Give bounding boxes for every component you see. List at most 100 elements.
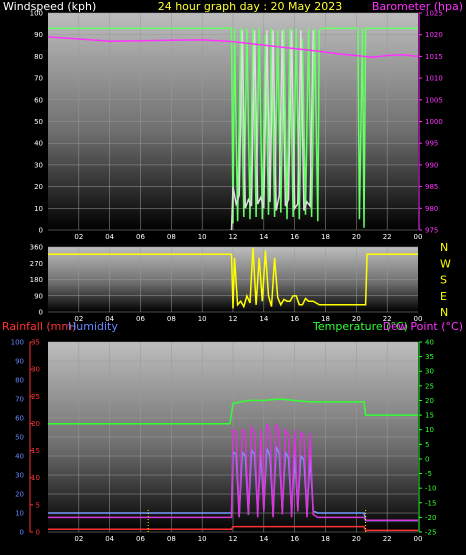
right-axis-tick-label: 20 [425, 397, 434, 405]
x-tick-label: 04 [105, 233, 114, 241]
left-axis-tick-label: 0 [20, 529, 24, 537]
right-axis-tick-label: -25 [425, 529, 436, 537]
compass-label: E [440, 290, 447, 303]
x-tick-label: 18 [321, 315, 330, 323]
x-tick-label: 22 [383, 535, 392, 543]
left-axis-tick-label: 50 [34, 118, 43, 126]
rain-axis-tick-label: 0 [36, 529, 40, 537]
x-tick-label: 00 [414, 233, 423, 241]
x-tick-label: 12 [229, 535, 238, 543]
compass-label: N [440, 241, 448, 254]
x-tick-label: 02 [74, 535, 83, 543]
right-axis-tick-label: 1000 [425, 118, 443, 126]
x-tick-label: 04 [105, 315, 114, 323]
left-axis-tick-label: 0 [39, 309, 43, 317]
series-line [48, 423, 418, 522]
right-axis-tick-label: 995 [425, 140, 438, 148]
right-axis-tick-label: -5 [425, 470, 432, 478]
left-axis-tick-label: 90 [15, 358, 24, 366]
right-axis-tick-label: -10 [425, 485, 436, 493]
x-tick-label: 18 [321, 535, 330, 543]
left-axis-tick-label: 40 [15, 453, 24, 461]
series-line [47, 36, 419, 59]
right-axis-tick-label: 30 [425, 368, 434, 376]
left-axis-tick-label: 100 [11, 339, 24, 347]
left-axis-tick-label: 360 [30, 244, 43, 252]
right-axis-tick-label: 980 [425, 205, 438, 213]
rain-axis-tick-label: 35 [31, 339, 40, 347]
right-axis-tick-label: -20 [425, 514, 436, 522]
compass-label: S [440, 274, 447, 287]
left-axis-tick-label: 20 [34, 183, 43, 191]
x-tick-label: 10 [198, 535, 207, 543]
x-tick-label: 06 [136, 315, 145, 323]
x-tick-label: 12 [229, 315, 238, 323]
x-tick-label: 06 [136, 535, 145, 543]
right-axis-tick-label: 10 [425, 426, 434, 434]
rain-axis-tick-label: 30 [31, 366, 40, 374]
compass-label: W [440, 257, 451, 270]
x-tick-label: 02 [74, 233, 83, 241]
rain-axis-tick-label: 20 [31, 420, 40, 428]
rain-axis-tick-label: 25 [31, 393, 40, 401]
right-axis-tick-label: 35 [425, 353, 434, 361]
left-axis-tick-label: 80 [34, 53, 43, 61]
left-axis-tick-label: 0 [39, 227, 43, 235]
x-tick-label: 10 [198, 233, 207, 241]
x-tick-label: 20 [352, 535, 361, 543]
x-tick-label: 20 [352, 315, 361, 323]
left-axis-tick-label: 50 [15, 434, 24, 442]
left-axis-tick-label: 30 [34, 161, 43, 169]
x-tick-label: 22 [383, 315, 392, 323]
rain-axis-tick-label: 10 [31, 474, 40, 482]
series-line [230, 30, 314, 231]
x-tick-label: 22 [383, 233, 392, 241]
x-tick-label: 14 [259, 315, 268, 323]
x-tick-label: 06 [136, 233, 145, 241]
left-axis-tick-label: 270 [30, 260, 43, 268]
right-axis-tick-label: -15 [425, 499, 436, 507]
right-axis-tick-label: 1005 [425, 96, 443, 104]
chart-title: 24 hour graph day : 20 May 2023 [158, 0, 343, 13]
x-tick-label: 08 [167, 233, 176, 241]
x-tick-label: 16 [290, 315, 299, 323]
left-axis-tick-label: 60 [15, 415, 24, 423]
x-tick-label: 08 [167, 315, 176, 323]
x-tick-label: 02 [74, 315, 83, 323]
left-axis-tick-label: 20 [15, 491, 24, 499]
x-tick-label: 14 [259, 233, 268, 241]
x-tick-label: 20 [352, 233, 361, 241]
series-line [48, 247, 418, 309]
x-tick-label: 00 [414, 315, 423, 323]
left-axis-label-top: Windspeed (kph) [3, 0, 96, 13]
left-axis-tick-label: 90 [34, 31, 43, 39]
right-axis-tick-label: 1025 [425, 10, 443, 18]
humidity-axis-label: Humidity [68, 320, 118, 333]
left-axis-tick-label: 80 [15, 377, 24, 385]
rainfall-axis-label: Rainfall (mm) [2, 320, 76, 333]
x-tick-label: 16 [290, 233, 299, 241]
left-axis-tick-label: 60 [34, 96, 43, 104]
right-axis-tick-label: 0 [425, 455, 429, 463]
right-axis-label-top: Barometer (hpa) [372, 0, 463, 13]
right-axis-tick-label: 5 [425, 441, 429, 449]
right-axis-tick-label: 15 [425, 412, 434, 420]
right-axis-tick-label: 40 [425, 339, 434, 347]
right-axis-tick-label: 1010 [425, 75, 443, 83]
x-tick-label: 12 [229, 233, 238, 241]
x-tick-label: 08 [167, 535, 176, 543]
left-axis-tick-label: 10 [15, 510, 24, 518]
right-axis-tick-label: 985 [425, 183, 438, 191]
left-axis-tick-label: 40 [34, 140, 43, 148]
left-axis-tick-label: 90 [34, 292, 43, 300]
right-axis-tick-label: 1015 [425, 53, 443, 61]
right-axis-tick-label: 25 [425, 382, 434, 390]
right-axis-tick-label: 990 [425, 161, 438, 169]
left-axis-tick-label: 10 [34, 205, 43, 213]
series-line [48, 525, 418, 532]
compass-label: N [440, 306, 448, 319]
x-tick-label: 14 [259, 535, 268, 543]
rain-axis-tick-label: 5 [36, 501, 40, 509]
